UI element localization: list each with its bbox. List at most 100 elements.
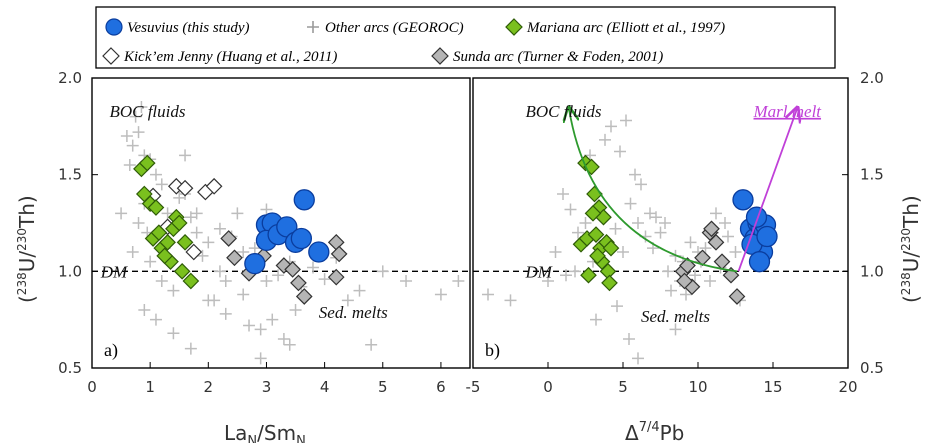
legend: Vesuvius (this study) Other arcs (GEOROC… <box>95 6 836 69</box>
point-mariana <box>182 272 200 290</box>
y-tick-label: 1.5 <box>860 166 884 184</box>
point-other-arcs <box>376 265 389 278</box>
y-tick-label: 2.0 <box>860 69 884 87</box>
point-sunda <box>728 288 746 305</box>
y-axis-title-right-mid: U/ <box>899 251 923 273</box>
legend-marker-plus-gray <box>307 21 319 33</box>
point-other-arcs <box>132 217 145 229</box>
series-mariana <box>133 154 200 290</box>
legend-item-mariana: Mariana arc (Elliott et al., 1997) <box>505 18 725 36</box>
annotation-boc-fluids: BOC fluids <box>109 102 185 121</box>
point-other-arcs <box>365 338 378 351</box>
legend-item-vesuvius: Vesuvius (this study) <box>105 18 249 36</box>
x-axis-title-b-sup: 7/4 <box>639 420 660 435</box>
annotation-sed-melts: Sed. melts <box>319 303 388 322</box>
y-axis-title-open: ( <box>15 295 39 303</box>
point-sunda <box>327 233 345 251</box>
panel-a: 0 1 2 3 4 5 6 0.5 1.0 1.5 2.0 BOC fluids Sed. melts D… <box>58 69 471 396</box>
plot-frame <box>91 77 471 369</box>
point-other-arcs <box>318 273 331 286</box>
x-tick-label: 1 <box>145 378 155 396</box>
series-vesuvius <box>732 189 778 273</box>
legend-label-vesuvius: Vesuvius (this study) <box>127 20 249 36</box>
point-other-arcs <box>623 333 635 345</box>
point-other-arcs <box>272 269 285 282</box>
point-mariana <box>601 274 618 292</box>
point-kick-em-jenny <box>176 179 194 197</box>
x-axis-title-b: Δ7/4Pb <box>625 420 684 443</box>
point-vesuvius <box>756 225 778 248</box>
point-other-arcs <box>173 191 186 204</box>
point-sunda <box>284 261 301 278</box>
point-other-arcs <box>248 242 261 255</box>
x-axis-title-a-sub1: N <box>247 434 257 443</box>
y-axis-title-left: (238U/230Th) <box>15 195 39 303</box>
point-other-arcs <box>213 265 226 278</box>
point-mariana <box>602 239 620 257</box>
point-other-arcs <box>190 226 203 239</box>
legend-marker-diamond-white <box>102 47 120 65</box>
point-other-arcs <box>572 226 584 239</box>
x-tick-label: 0 <box>543 378 553 396</box>
point-other-arcs <box>650 211 662 224</box>
point-other-arcs <box>129 110 142 123</box>
point-other-arcs <box>254 323 267 336</box>
point-other-arcs <box>138 304 151 316</box>
point-other-arcs <box>149 313 162 326</box>
point-other-arcs <box>542 275 554 287</box>
point-other-arcs <box>266 313 279 326</box>
point-other-arcs <box>219 275 232 287</box>
point-vesuvius <box>745 206 768 228</box>
series-sunda <box>220 230 348 305</box>
point-other-arcs <box>569 265 581 278</box>
point-other-arcs <box>684 236 697 249</box>
point-mariana <box>587 226 605 243</box>
point-other-arcs <box>341 294 354 307</box>
point-mariana <box>150 224 168 242</box>
point-other-arcs <box>202 294 215 307</box>
point-other-arcs <box>283 338 296 351</box>
point-other-arcs <box>434 288 447 301</box>
point-other-arcs <box>564 203 577 216</box>
point-other-arcs <box>665 284 677 297</box>
point-sunda <box>295 288 313 305</box>
point-sunda <box>330 245 348 263</box>
point-sunda <box>679 257 696 274</box>
point-mariana <box>156 247 174 265</box>
legend-marker-circle-blue <box>105 18 123 36</box>
point-other-arcs <box>614 145 626 158</box>
point-other-arcs <box>155 178 168 191</box>
legend-label-other-arcs: Other arcs (GEOROC) <box>325 20 464 36</box>
x-tick-label: 3 <box>262 378 272 396</box>
legend-marker-diamond-green <box>505 18 523 36</box>
point-other-arcs <box>202 236 215 249</box>
point-other-arcs <box>599 133 611 146</box>
point-other-arcs <box>167 327 180 340</box>
point-other-arcs <box>167 284 180 297</box>
point-other-arcs <box>260 275 273 287</box>
point-other-arcs <box>689 269 701 282</box>
point-other-arcs <box>609 222 622 235</box>
point-other-arcs <box>629 168 641 181</box>
legend-item-sunda: Sunda arc (Turner & Foden, 2001) <box>431 47 663 65</box>
x-axis-title-b-tail: Pb <box>660 421 685 443</box>
y-axis-title-sup2: 230 <box>15 228 29 251</box>
point-other-arcs <box>126 246 139 258</box>
point-other-arcs <box>632 352 644 365</box>
point-sunda <box>226 249 243 267</box>
y-axis-title-right-sup1: 238 <box>899 272 913 295</box>
point-mariana <box>159 233 176 251</box>
point-other-arcs <box>155 275 168 287</box>
point-vesuvius <box>748 251 771 273</box>
point-vesuvius <box>290 227 313 250</box>
point-other-arcs <box>654 226 667 239</box>
legend-label-kick-em-jenny: Kick’em Jenny (Huang et al., 2011) <box>123 49 337 65</box>
point-other-arcs <box>237 246 250 258</box>
series-other-arcs <box>482 114 746 365</box>
point-other-arcs <box>277 333 290 345</box>
annotation-sed-melts: Sed. melts <box>641 307 710 326</box>
y-axis-title-right-sup2: 230 <box>899 228 913 251</box>
point-other-arcs <box>620 114 632 127</box>
x-tick-label: -5 <box>466 378 481 396</box>
y-tick-label: 0.5 <box>860 359 884 377</box>
